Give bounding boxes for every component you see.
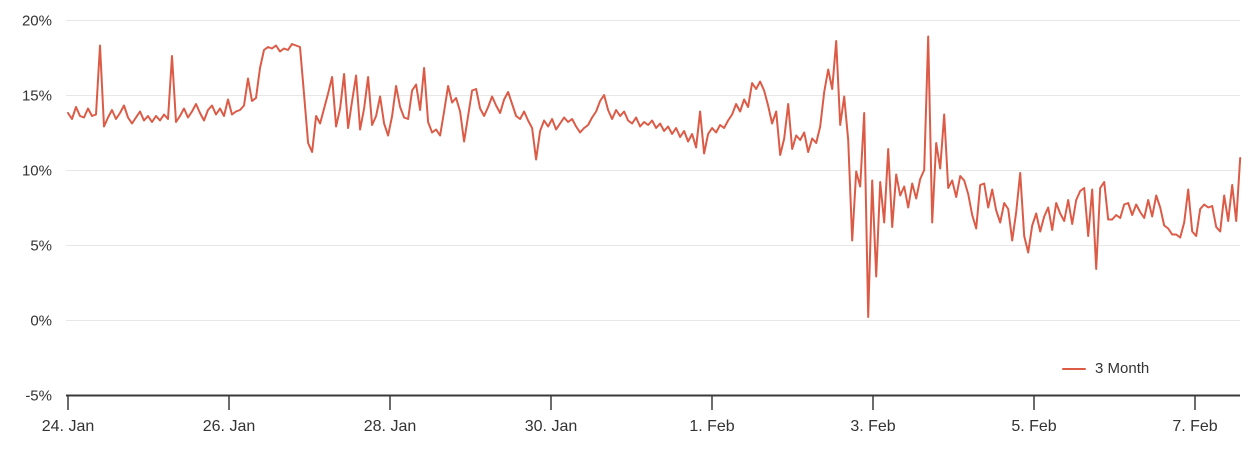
x-axis-label: 5. Feb [1011,418,1056,435]
y-axis-label: 0% [30,313,52,330]
x-axis-label: 24. Jan [42,418,94,435]
legend-label: 3 Month [1095,360,1150,377]
x-axis-label: 7. Feb [1172,418,1217,435]
x-axis-label: 1. Feb [689,418,734,435]
x-axis-label: 3. Feb [850,418,895,435]
y-axis-label: 15% [22,88,52,105]
y-axis-label: 20% [22,13,52,30]
x-axis-label: 26. Jan [203,418,255,435]
legend-item-3-month[interactable]: 3 Month [1062,360,1149,378]
x-axis-label: 28. Jan [364,418,416,435]
x-axis-label: 30. Jan [525,418,577,435]
y-axis-label: -5% [25,388,52,405]
y-axis-label: 10% [22,163,52,180]
legend-line-swatch [1062,368,1086,370]
y-axis-label: 5% [30,238,52,255]
series-line-3-month [67,35,1242,318]
